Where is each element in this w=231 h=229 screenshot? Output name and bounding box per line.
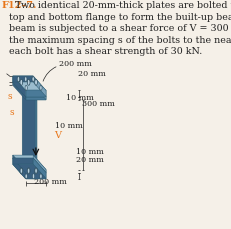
Circle shape	[32, 77, 34, 82]
Polygon shape	[13, 155, 26, 173]
Circle shape	[17, 77, 20, 82]
Polygon shape	[24, 86, 36, 170]
Circle shape	[25, 77, 27, 82]
Text: s: s	[10, 107, 15, 116]
Polygon shape	[33, 155, 46, 173]
Text: 200 mm: 200 mm	[34, 177, 67, 185]
Polygon shape	[13, 77, 33, 83]
Text: 200 mm: 200 mm	[59, 60, 92, 68]
Circle shape	[20, 80, 23, 86]
Circle shape	[25, 86, 27, 91]
Circle shape	[27, 80, 30, 86]
Polygon shape	[26, 170, 46, 173]
Circle shape	[32, 77, 34, 82]
Circle shape	[20, 169, 22, 174]
Polygon shape	[33, 77, 46, 97]
Circle shape	[40, 86, 42, 91]
Polygon shape	[13, 158, 33, 165]
Polygon shape	[26, 173, 46, 179]
Polygon shape	[13, 77, 26, 97]
Polygon shape	[13, 83, 46, 97]
Polygon shape	[26, 97, 46, 100]
Circle shape	[17, 77, 20, 82]
Polygon shape	[13, 83, 26, 100]
Circle shape	[35, 80, 37, 86]
Circle shape	[35, 169, 37, 174]
Text: V: V	[54, 130, 61, 139]
Polygon shape	[13, 77, 46, 91]
Text: Two identical 20-mm-thick plates are bolted to the
top and bottom flange to form: Two identical 20-mm-thick plates are bol…	[9, 1, 231, 56]
Polygon shape	[13, 77, 33, 83]
Polygon shape	[33, 158, 46, 179]
Text: 10 mm: 10 mm	[55, 122, 83, 130]
Circle shape	[20, 168, 23, 174]
Circle shape	[40, 174, 42, 179]
Text: s: s	[8, 92, 12, 101]
Text: 10 mm: 10 mm	[66, 93, 93, 101]
Text: 300 mm: 300 mm	[82, 100, 115, 107]
Circle shape	[32, 174, 35, 179]
Polygon shape	[33, 83, 46, 100]
Text: 20 mm: 20 mm	[78, 70, 106, 78]
Polygon shape	[13, 155, 46, 170]
Text: 10 mm: 10 mm	[76, 147, 104, 155]
Circle shape	[25, 174, 27, 179]
Polygon shape	[13, 158, 26, 179]
Polygon shape	[35, 100, 36, 170]
Circle shape	[35, 168, 37, 174]
Polygon shape	[22, 86, 35, 170]
Text: 20 mm: 20 mm	[76, 155, 104, 163]
Circle shape	[27, 169, 30, 174]
Circle shape	[27, 168, 30, 174]
Polygon shape	[13, 158, 46, 173]
Polygon shape	[26, 91, 46, 97]
Text: F12–7.: F12–7.	[1, 1, 36, 10]
Polygon shape	[13, 165, 46, 179]
